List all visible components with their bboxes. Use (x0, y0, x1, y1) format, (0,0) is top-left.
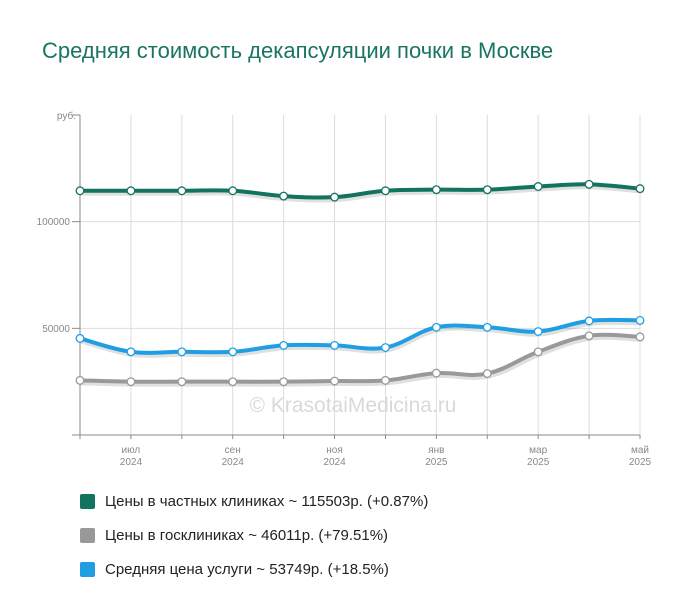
x-tick-label: янв (428, 445, 444, 456)
data-point (635, 315, 645, 325)
data-point (330, 376, 339, 386)
data-point (431, 368, 441, 378)
data-point (584, 179, 594, 189)
data-point (635, 332, 645, 342)
x-tick-label: май (631, 445, 649, 456)
data-point (75, 375, 85, 385)
data-point (279, 377, 289, 387)
data-point (533, 182, 543, 191)
data-point (126, 347, 136, 357)
legend-item: Средняя цена услуги ~ 53749р. (+18.5%) (80, 552, 428, 586)
legend-swatch (80, 493, 95, 509)
data-point (584, 331, 594, 341)
data-point (75, 186, 85, 196)
legend-label: Цены в госклиниках ~ 46011р. (+79.51%) (105, 526, 389, 544)
data-point (330, 192, 339, 202)
data-point (126, 377, 136, 387)
watermark-text: © KrasotaiMedicina.ru (250, 394, 457, 417)
series-layer (75, 179, 645, 387)
legend-swatch (80, 561, 95, 577)
legend-item: Цены в частных клиниках ~ 115503р. (+0.8… (80, 484, 428, 518)
x-tick-label-year: 2025 (425, 457, 448, 468)
x-tick-label-year: 2024 (120, 457, 143, 468)
data-point (431, 185, 441, 195)
data-point (381, 375, 390, 385)
data-point (381, 186, 390, 196)
data-point (228, 186, 238, 196)
x-tick-label-year: 2025 (629, 457, 652, 468)
data-point (482, 185, 492, 195)
data-point (381, 343, 390, 352)
x-tick-label: июл (122, 445, 141, 456)
data-point (482, 369, 492, 379)
axes: 50000100000руб.июл2024сен2024ноя2024янв2… (37, 110, 652, 468)
data-point (482, 322, 492, 332)
data-point (431, 322, 441, 332)
y-axis-label: руб. (57, 110, 76, 122)
data-point (533, 327, 543, 336)
series-line (78, 332, 642, 384)
x-tick-label-year: 2024 (323, 457, 346, 468)
data-point (228, 377, 238, 387)
series-line (78, 182, 642, 200)
legend-label: Средняя цена услуги ~ 53749р. (+18.5%) (105, 560, 389, 578)
x-tick-label: сен (225, 445, 241, 456)
x-tick-label: мар (529, 445, 547, 456)
data-point (177, 347, 187, 357)
legend: Цены в частных клиниках ~ 115503р. (+0.8… (80, 484, 428, 586)
x-tick-label-year: 2024 (222, 457, 245, 468)
x-tick-label: ноя (326, 445, 343, 456)
grid (79, 115, 641, 435)
data-point (533, 347, 543, 357)
data-point (279, 340, 289, 350)
watermark-layer: © KrasotaiMedicina.ru (250, 394, 457, 417)
data-point (584, 316, 594, 326)
legend-swatch (80, 527, 95, 543)
data-point (177, 186, 187, 196)
data-point (635, 184, 645, 194)
series-line (78, 317, 642, 355)
chart-title: Средняя стоимость декапсуляции почки в М… (42, 38, 554, 63)
y-tick-label: 100000 (37, 217, 71, 228)
data-point (126, 186, 136, 196)
legend-label: Цены в частных клиниках ~ 115503р. (+0.8… (105, 492, 429, 510)
data-point (279, 191, 289, 201)
data-point (228, 347, 238, 357)
data-point (330, 340, 339, 350)
data-point (75, 333, 85, 343)
data-point (177, 377, 187, 387)
legend-item: Цены в госклиниках ~ 46011р. (+79.51%) (80, 518, 428, 552)
y-tick-label: 50000 (42, 324, 70, 335)
x-tick-label-year: 2025 (527, 457, 550, 468)
